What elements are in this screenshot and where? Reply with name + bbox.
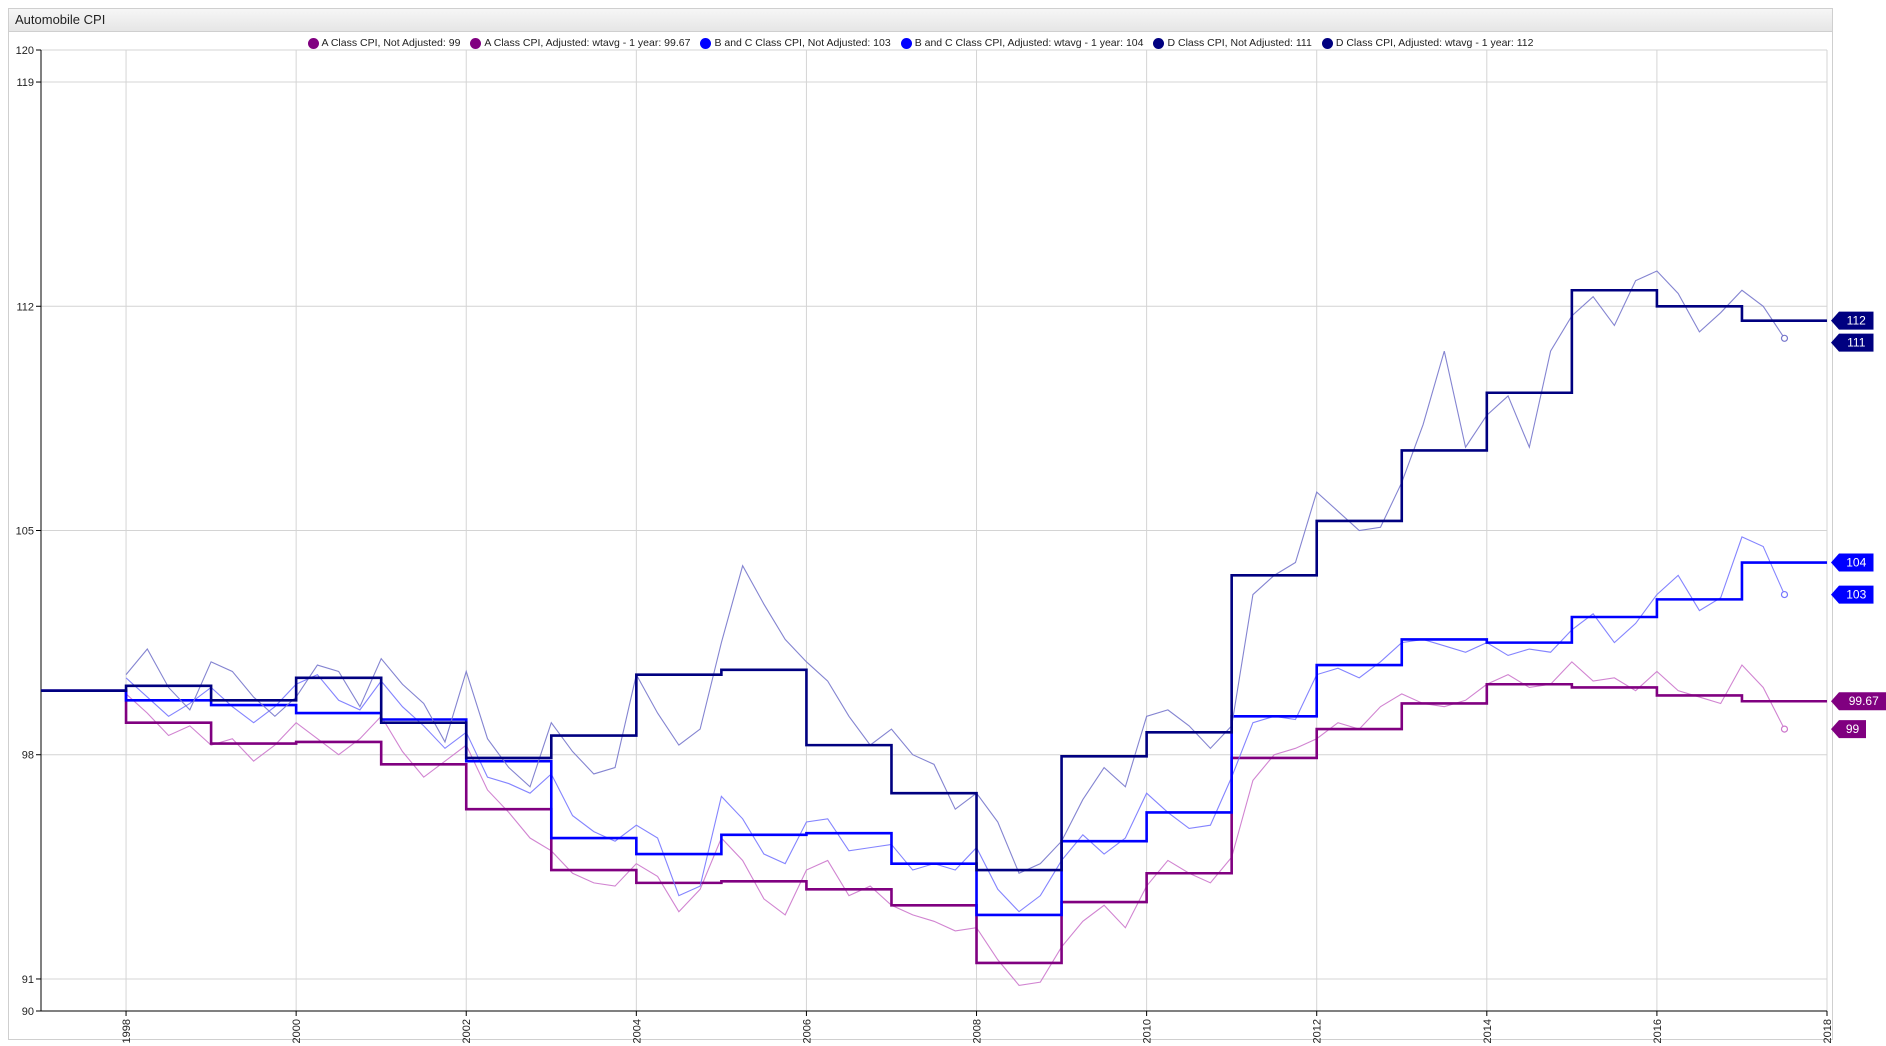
x-tick-label: 2016 xyxy=(1652,1019,1664,1043)
series-end-marker xyxy=(1780,725,1789,733)
legend-item[interactable]: A Class CPI, Adjusted: wtavg - 1 year: 9… xyxy=(470,37,690,49)
legend-item[interactable]: D Class CPI, Adjusted: wtavg - 1 year: 1… xyxy=(1321,37,1534,49)
end-value-tag xyxy=(1831,553,1874,572)
series-line xyxy=(125,536,1785,913)
end-value-tag xyxy=(1831,311,1874,330)
y-tick-label: 90 xyxy=(22,1006,34,1018)
y-tick-label: 105 xyxy=(16,526,34,538)
end-value-tag xyxy=(1831,333,1874,352)
series-step-line xyxy=(41,682,1827,965)
end-value-label: 99.67 xyxy=(1849,694,1879,708)
y-tick-label: 91 xyxy=(22,974,34,986)
series-end-marker xyxy=(1780,590,1789,599)
x-tick-label: 2018 xyxy=(1822,1019,1834,1043)
legend-item[interactable]: D Class CPI, Not Adjusted: 111 xyxy=(1153,37,1312,49)
end-value-label: 99 xyxy=(1846,722,1860,736)
legend-label: B and C Class CPI, Not Adjusted: 103 xyxy=(714,37,891,49)
series-end-marker xyxy=(1780,334,1789,342)
end-value-label: 104 xyxy=(1846,556,1866,570)
x-tick-label: 2008 xyxy=(972,1019,984,1043)
legend-label: B and C Class CPI, Adjusted: wtavg - 1 y… xyxy=(914,37,1144,49)
x-tick-label: 2010 xyxy=(1142,1019,1154,1043)
y-tick-label: 98 xyxy=(22,750,34,762)
x-tick-label: 1998 xyxy=(121,1019,133,1043)
x-tick-label: 2000 xyxy=(291,1019,303,1043)
y-tick-label: 120 xyxy=(16,45,34,57)
legend-label: D Class CPI, Adjusted: wtavg - 1 year: 1… xyxy=(1335,37,1534,49)
x-tick-label: 2014 xyxy=(1482,1019,1494,1043)
series-line xyxy=(125,661,1785,986)
x-tick-label: 2006 xyxy=(801,1019,813,1043)
series-step-line xyxy=(41,288,1827,872)
legend-label: A Class CPI, Adjusted: wtavg - 1 year: 9… xyxy=(484,37,691,49)
end-value-tag xyxy=(1831,720,1866,739)
legend-item[interactable]: A Class CPI, Not Adjusted: 99 xyxy=(307,37,461,49)
end-value-label: 103 xyxy=(1846,588,1866,602)
legend-swatch xyxy=(700,37,712,49)
x-tick-label: 2012 xyxy=(1312,1019,1324,1043)
end-value-tag xyxy=(1831,585,1874,604)
end-value-tag xyxy=(1831,692,1886,711)
legend-swatch xyxy=(1321,37,1333,49)
legend-label: A Class CPI, Not Adjusted: 99 xyxy=(321,37,461,49)
end-value-label: 112 xyxy=(1847,314,1866,328)
legend-swatch xyxy=(470,37,482,49)
series-step-line xyxy=(41,561,1827,917)
y-tick-label: 112 xyxy=(16,301,34,313)
x-tick-label: 2004 xyxy=(631,1019,643,1043)
legend-item[interactable]: B and C Class CPI, Not Adjusted: 103 xyxy=(700,37,891,49)
y-tick-label: 119 xyxy=(16,77,34,89)
legend-swatch xyxy=(307,37,319,49)
series-line xyxy=(125,270,1785,874)
legend-label: D Class CPI, Not Adjusted: 111 xyxy=(1167,37,1312,49)
x-tick-label: 2002 xyxy=(461,1019,473,1043)
legend-swatch xyxy=(900,37,912,49)
end-value-label: 111 xyxy=(1847,336,1866,350)
chart-legend: A Class CPI, Not Adjusted: 99 A Class CPI… xyxy=(9,33,1832,53)
legend-swatch xyxy=(1153,37,1165,49)
widget-title: Automobile CPI xyxy=(9,9,1832,32)
legend-item[interactable]: B and C Class CPI, Adjusted: wtavg - 1 y… xyxy=(900,37,1144,49)
